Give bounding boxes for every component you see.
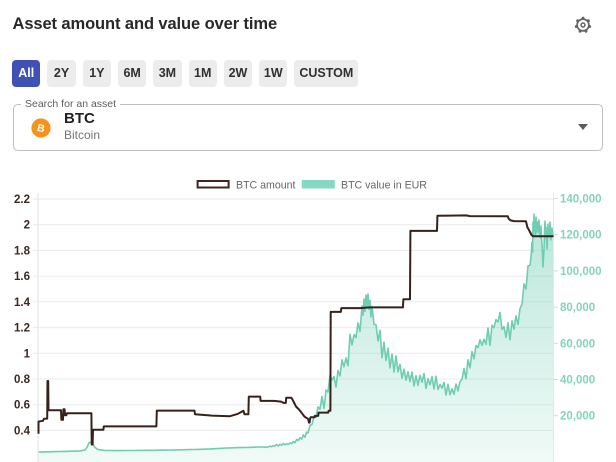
svg-text:80,000: 80,000 — [560, 302, 595, 314]
svg-text:0.6: 0.6 — [14, 400, 30, 412]
svg-text:BTC value in EUR: BTC value in EUR — [341, 180, 427, 192]
svg-text:1.8: 1.8 — [14, 245, 31, 257]
svg-text:1.2: 1.2 — [14, 323, 30, 335]
svg-text:120,000: 120,000 — [560, 230, 602, 242]
svg-text:1.4: 1.4 — [14, 297, 31, 309]
svg-text:BTC amount: BTC amount — [236, 180, 296, 192]
svg-text:20,000: 20,000 — [560, 411, 595, 423]
svg-text:1.6: 1.6 — [14, 271, 30, 283]
svg-text:40,000: 40,000 — [560, 375, 595, 387]
svg-text:2: 2 — [24, 220, 30, 232]
svg-text:0.4: 0.4 — [14, 425, 31, 437]
svg-text:B: B — [36, 122, 47, 136]
svg-text:140,000: 140,000 — [560, 194, 602, 206]
svg-text:1: 1 — [24, 348, 31, 360]
svg-text:2.2: 2.2 — [14, 194, 30, 206]
svg-text:60,000: 60,000 — [560, 338, 595, 350]
svg-text:0.8: 0.8 — [14, 374, 31, 386]
svg-text:100,000: 100,000 — [560, 266, 602, 278]
